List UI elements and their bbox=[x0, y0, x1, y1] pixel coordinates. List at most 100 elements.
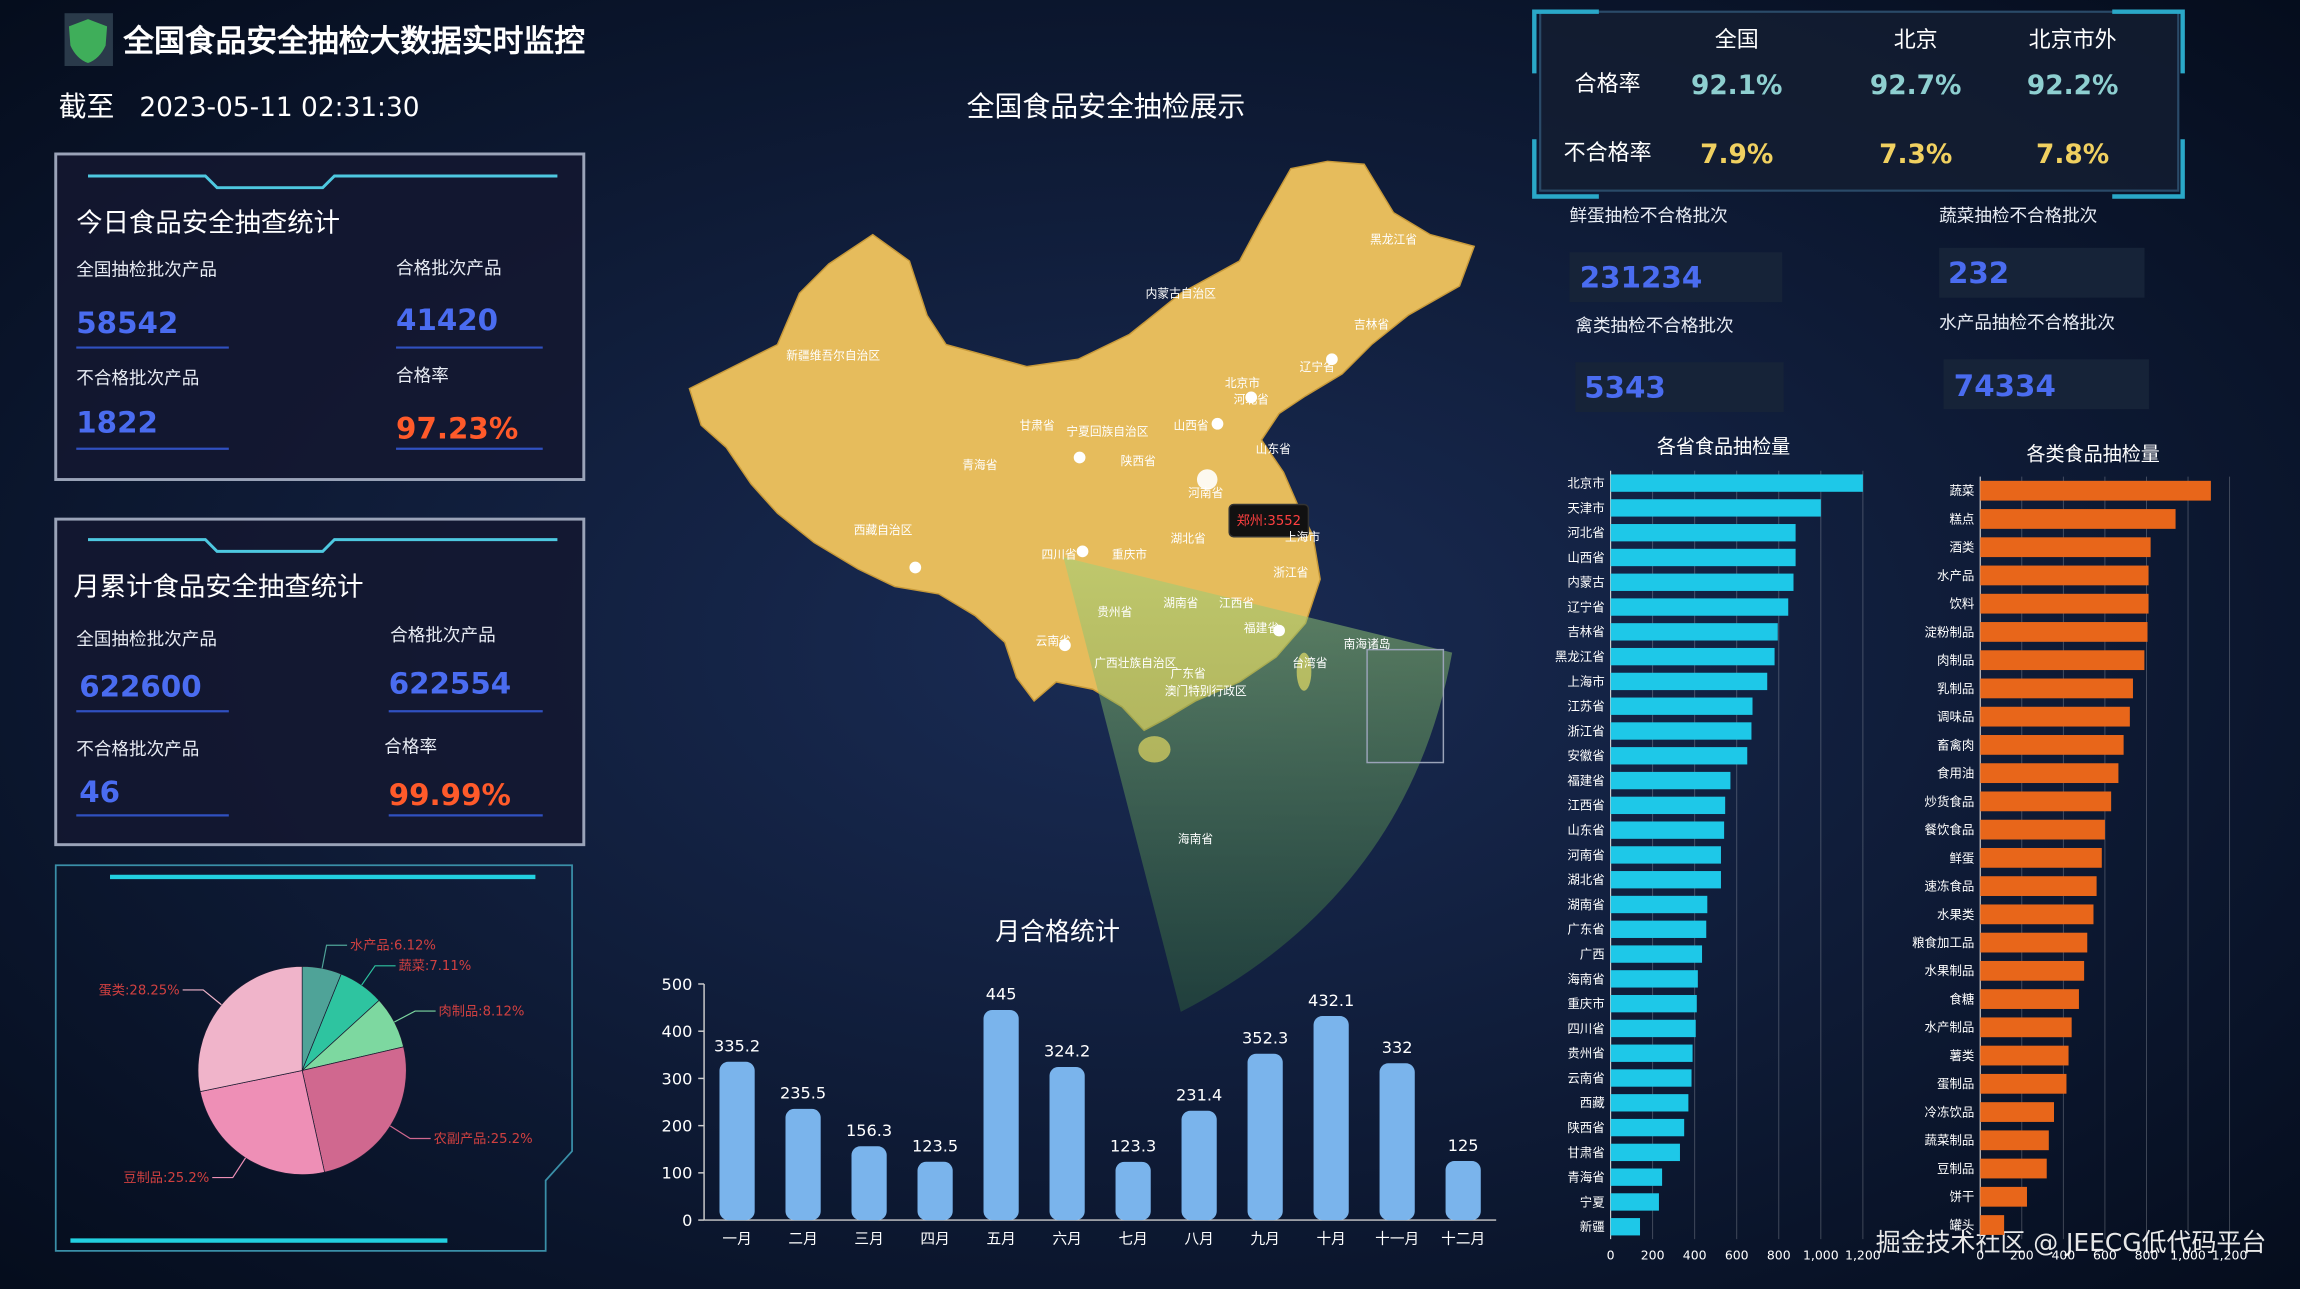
bar bbox=[917, 1161, 953, 1221]
chart-title: 各省食品抽检量 bbox=[1657, 436, 1790, 458]
bar bbox=[1980, 847, 2102, 868]
bar bbox=[1610, 846, 1721, 864]
y-tick-label: 河北省 bbox=[1567, 525, 1604, 540]
y-tick-label: 江西省 bbox=[1567, 798, 1604, 813]
y-tick-label: 饮料 bbox=[1949, 596, 1974, 611]
bar bbox=[1610, 647, 1775, 666]
as-of-label: 截至 bbox=[59, 90, 115, 123]
stat-label: 不合格批次产品 bbox=[76, 740, 199, 760]
y-tick-label: 调味品 bbox=[1937, 709, 1974, 724]
map: 全国食品安全抽检展示 郑州:3552 黑龙江省内蒙古自治区吉林省新疆维吾尔自治区… bbox=[688, 90, 1476, 1012]
south-sea-box bbox=[1366, 648, 1445, 764]
y-tick-label: 宁夏 bbox=[1580, 1194, 1605, 1209]
leader-line bbox=[361, 965, 396, 986]
stat-label: 合格批次产品 bbox=[396, 259, 501, 279]
bar bbox=[983, 1009, 1019, 1221]
x-tick-label: 九月 bbox=[1250, 1231, 1279, 1248]
leader-line bbox=[394, 1010, 436, 1023]
y-tick-label: 北京市 bbox=[1567, 476, 1604, 491]
y-tick-label: 新疆 bbox=[1580, 1219, 1605, 1234]
bar bbox=[1980, 876, 2097, 896]
y-tick-label: 黑龙江省 bbox=[1555, 649, 1605, 664]
y-tick-label: 蛋制品 bbox=[1937, 1076, 1974, 1091]
y-tick-label: 内蒙古 bbox=[1567, 575, 1604, 590]
panel-title: 月累计食品安全抽查统计 bbox=[73, 572, 363, 602]
bar bbox=[1610, 623, 1778, 641]
map-label: 海南省 bbox=[1178, 832, 1213, 846]
map-label: 江西省 bbox=[1219, 596, 1254, 610]
bar bbox=[1610, 895, 1708, 914]
panel-decoration bbox=[88, 174, 558, 190]
bar bbox=[1610, 1019, 1696, 1038]
x-tick-label: 三月 bbox=[854, 1231, 883, 1248]
y-tick-label: 酒类 bbox=[1949, 540, 1974, 555]
bar bbox=[1610, 1218, 1641, 1236]
pie-slice bbox=[301, 1046, 407, 1173]
value-label: 352.3 bbox=[1242, 1028, 1288, 1047]
bar bbox=[1610, 970, 1698, 988]
y-tick-label: 安徽省 bbox=[1567, 748, 1604, 763]
y-tick-label: 餐饮食品 bbox=[1925, 822, 1975, 837]
x-tick-label: 八月 bbox=[1184, 1231, 1213, 1248]
month-panel: 月累计食品安全抽查统计 全国抽检批次产品 合格批次产品 不合格批次产品 合格率 … bbox=[54, 517, 586, 847]
stat-label: 全国抽检批次产品 bbox=[76, 261, 217, 281]
stat-label: 合格批次产品 bbox=[390, 626, 495, 646]
pie-panel bbox=[54, 864, 573, 1252]
bar bbox=[1610, 920, 1707, 938]
bar bbox=[1181, 1110, 1217, 1221]
map-label: 辽宁省 bbox=[1300, 360, 1335, 374]
page-title: 全国食品安全抽检大数据实时监控 bbox=[122, 23, 585, 59]
bar bbox=[1980, 1073, 2067, 1094]
bar bbox=[1445, 1161, 1481, 1221]
bar bbox=[1980, 819, 2105, 840]
y-tick-label: 罐头 bbox=[1949, 1217, 1974, 1232]
stat-label: 禽类抽检不合格批次 bbox=[1575, 316, 1733, 336]
table-cell: 7.3% bbox=[1879, 140, 1952, 170]
y-tick-label: 肉制品 bbox=[1937, 653, 1974, 668]
y-tick-label: 200 bbox=[662, 1117, 693, 1136]
stat-label: 鲜蛋抽检不合格批次 bbox=[1570, 206, 1728, 226]
x-tick-label: 1,000 bbox=[1803, 1248, 1839, 1263]
bar bbox=[1610, 1168, 1663, 1186]
y-tick-label: 山西省 bbox=[1567, 550, 1604, 565]
x-tick-label: 十二月 bbox=[1441, 1231, 1485, 1248]
x-tick-label: 四月 bbox=[920, 1231, 949, 1248]
stat-label: 合格率 bbox=[396, 366, 449, 386]
x-tick-label: 200 bbox=[1641, 1248, 1665, 1263]
y-tick-label: 水产制品 bbox=[1925, 1020, 1975, 1035]
y-tick-label: 青海省 bbox=[1567, 1170, 1604, 1185]
map-label: 河南省 bbox=[1188, 486, 1223, 500]
bar bbox=[1610, 1143, 1680, 1162]
x-tick-label: 五月 bbox=[986, 1231, 1015, 1248]
x-tick-label: 一月 bbox=[722, 1231, 751, 1248]
map-label: 新疆维吾尔自治区 bbox=[786, 348, 880, 362]
value-label: 156.3 bbox=[846, 1121, 892, 1140]
map-label: 四川省 bbox=[1041, 548, 1076, 562]
row-header: 不合格率 bbox=[1564, 141, 1652, 166]
value-label: 335.2 bbox=[714, 1037, 760, 1056]
y-tick-label: 500 bbox=[662, 975, 693, 994]
value-label: 123.3 bbox=[1110, 1137, 1156, 1156]
map-label: 澳门特别行政区 bbox=[1165, 684, 1247, 698]
bar bbox=[1610, 1118, 1685, 1137]
y-tick-label: 陕西省 bbox=[1567, 1120, 1604, 1135]
x-tick-label: 800 bbox=[1767, 1248, 1791, 1263]
pie-label: 蛋类:28.25% bbox=[99, 982, 180, 998]
y-tick-label: 豆制品 bbox=[1937, 1161, 1974, 1176]
map-label: 上海市 bbox=[1285, 530, 1320, 544]
table-cell: 7.9% bbox=[1700, 140, 1773, 170]
value-label: 235.5 bbox=[780, 1084, 826, 1103]
bar bbox=[1610, 1044, 1693, 1062]
x-tick-label: 0 bbox=[1976, 1248, 1984, 1263]
bar bbox=[1980, 791, 2112, 812]
chart-title: 各类食品抽检量 bbox=[2027, 443, 2160, 465]
y-tick-label: 甘肃省 bbox=[1567, 1145, 1604, 1160]
map-label: 山东省 bbox=[1256, 442, 1291, 456]
map-label: 西藏自治区 bbox=[854, 523, 913, 537]
y-tick-label: 饼干 bbox=[1949, 1189, 1974, 1204]
x-tick-label: 800 bbox=[2135, 1248, 2159, 1263]
map-title: 全国食品安全抽检展示 bbox=[967, 90, 1246, 123]
x-tick-label: 1,200 bbox=[1845, 1248, 1881, 1263]
bar bbox=[719, 1061, 755, 1221]
